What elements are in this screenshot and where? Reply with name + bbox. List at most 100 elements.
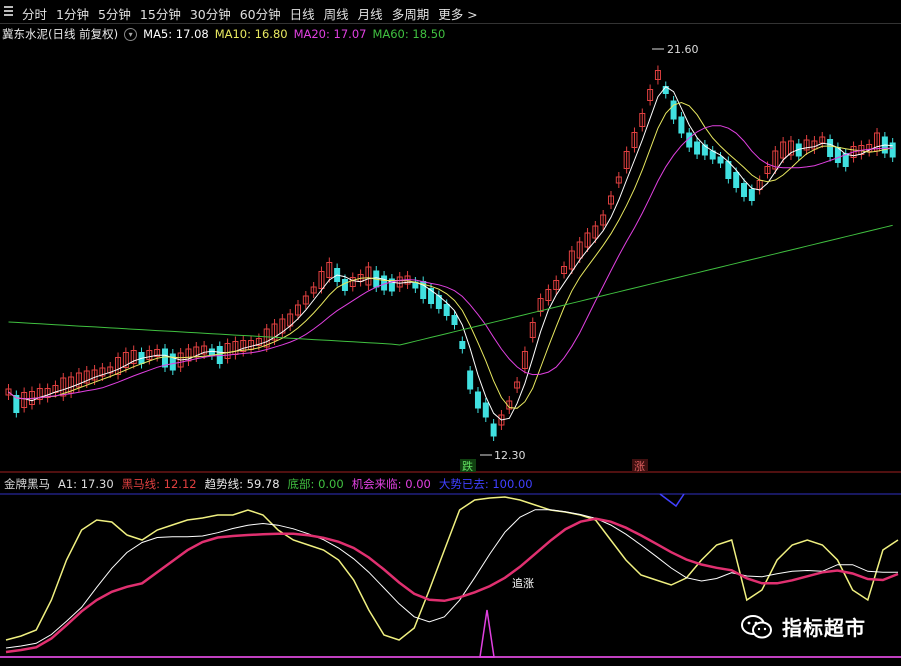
- candle-body: [13, 395, 20, 413]
- candle-body: [576, 241, 583, 259]
- indicator-legend: 金牌黑马 A1: 17.30 黑马线: 12.12 趋势线: 59.78 底部:…: [4, 476, 541, 492]
- candle-body: [240, 340, 247, 352]
- candle-body: [490, 423, 497, 437]
- candle-body: [169, 353, 176, 371]
- candle-body: [498, 414, 505, 426]
- candle-body: [803, 139, 810, 151]
- candle-body: [694, 141, 701, 155]
- candle-body: [451, 315, 458, 325]
- candle-body: [107, 366, 114, 374]
- ma5-value: MA5: 17.08: [143, 27, 209, 41]
- candle-body: [467, 370, 474, 390]
- candle-body: [75, 372, 82, 388]
- candle-body: [741, 183, 748, 197]
- indicator-bottom: 底部: 0.00: [287, 477, 344, 491]
- candle-body: [748, 189, 755, 201]
- candle-body: [5, 388, 12, 396]
- a1-line: [5, 509, 898, 649]
- candle-body: [584, 232, 591, 248]
- candle-body: [201, 345, 208, 355]
- candle-body: [459, 341, 466, 349]
- candle-body: [388, 278, 395, 292]
- ma20-value: MA20: 17.07: [293, 27, 367, 41]
- tab-1[interactable]: 1分钟: [56, 7, 89, 22]
- main-chart-legend: 冀东水泥(日线 前复权) ▾ MA5: 17.08 MA10: 16.80 MA…: [2, 26, 451, 42]
- chance-marker: [479, 609, 495, 658]
- candle-body: [733, 172, 740, 188]
- candle-body: [514, 381, 521, 389]
- signal-up-bg: [632, 459, 648, 472]
- candle-body: [154, 349, 161, 357]
- candle-body: [811, 140, 818, 150]
- chase-annotation: 追涨: [512, 576, 534, 590]
- candle-body: [295, 304, 302, 316]
- watermark-text: 指标超市: [782, 616, 866, 640]
- indicator-a1: A1: 17.30: [58, 477, 114, 491]
- candle-body: [115, 357, 122, 375]
- ma60-value: MA60: 18.50: [372, 27, 446, 41]
- indicator-heima: 黑马线: 12.12: [121, 477, 197, 491]
- tab-2[interactable]: 5分钟: [97, 7, 131, 22]
- dropdown-icon[interactable]: ▾: [124, 27, 138, 41]
- candle-body: [842, 153, 849, 167]
- candle-body: [647, 89, 654, 101]
- candle-body: [670, 100, 677, 120]
- tab-7[interactable]: 周线: [323, 7, 349, 22]
- ma10-line: [8, 101, 893, 409]
- candle-body: [365, 266, 372, 286]
- candle-body: [866, 144, 873, 152]
- tab-4[interactable]: 30分钟: [189, 7, 231, 22]
- candle-body: [615, 176, 622, 184]
- candle-body: [146, 350, 153, 360]
- candle-body: [44, 388, 51, 398]
- tab-0[interactable]: 分时: [22, 7, 48, 22]
- tab-10[interactable]: 更多 >: [438, 7, 478, 22]
- candle-body: [396, 276, 403, 288]
- stock-title: 冀东水泥(日线 前复权): [2, 27, 119, 41]
- candle-body: [717, 156, 724, 164]
- period-tabs: 分时 1分钟 5分钟 15分钟 30分钟 60分钟 日线 周线 月线 多周期 更多 >: [22, 4, 487, 23]
- candle-body: [91, 369, 98, 381]
- candle-body: [701, 144, 708, 156]
- candle-body: [654, 70, 661, 80]
- signal-down-bg: [460, 459, 476, 472]
- watermark: 指标超市: [740, 612, 866, 641]
- tab-6[interactable]: 日线: [289, 7, 315, 22]
- candle-body: [271, 323, 278, 341]
- ma20-line: [8, 125, 893, 400]
- candle-body: [553, 280, 560, 290]
- candle-body: [122, 352, 129, 368]
- candle-body: [537, 298, 544, 312]
- indicator-name: 金牌黑马: [4, 477, 50, 491]
- candle-body: [36, 388, 43, 400]
- candle-body: [521, 351, 528, 369]
- candle-body: [428, 288, 435, 304]
- trend-gone-marker: [659, 493, 685, 508]
- low-price-label: 12.30: [494, 449, 526, 462]
- candle-body: [318, 271, 325, 289]
- tab-5[interactable]: 60分钟: [239, 7, 281, 22]
- candle-body: [130, 350, 137, 364]
- candle-body: [21, 392, 28, 408]
- tab-8[interactable]: 月线: [357, 7, 383, 22]
- candle-body: [279, 318, 286, 334]
- candle-body: [161, 348, 168, 368]
- signal-down-label: 跌: [462, 459, 473, 473]
- candle-body: [780, 141, 787, 159]
- candle-body: [592, 225, 599, 239]
- candle-body: [83, 370, 90, 384]
- candle-body: [772, 150, 779, 170]
- tab-9[interactable]: 多周期: [391, 7, 430, 22]
- tab-3[interactable]: 15分钟: [139, 7, 181, 22]
- candle-body: [224, 343, 231, 359]
- candle-body: [678, 116, 685, 134]
- candle-body: [68, 376, 75, 394]
- candle-body: [639, 113, 646, 127]
- indicator-chance: 机会来临: 0.00: [351, 477, 431, 491]
- menu-icon[interactable]: [4, 6, 14, 18]
- candle-body: [568, 250, 575, 270]
- candle-body: [827, 139, 834, 157]
- candle-body: [263, 328, 270, 348]
- candle-body: [764, 166, 771, 174]
